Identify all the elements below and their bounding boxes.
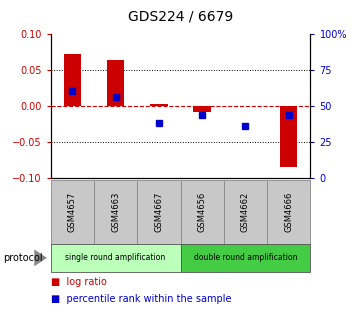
Polygon shape xyxy=(34,249,47,266)
Bar xyxy=(64,54,81,106)
Text: double round amplification: double round amplification xyxy=(194,253,297,262)
Text: GSM4667: GSM4667 xyxy=(155,192,163,232)
Text: GSM4663: GSM4663 xyxy=(111,192,120,232)
Text: protocol: protocol xyxy=(4,253,43,263)
Text: GSM4657: GSM4657 xyxy=(68,192,77,232)
Text: ■  percentile rank within the sample: ■ percentile rank within the sample xyxy=(51,294,231,304)
Bar xyxy=(280,106,297,167)
Text: GSM4662: GSM4662 xyxy=(241,192,250,232)
Text: ■  log ratio: ■ log ratio xyxy=(51,277,106,287)
Text: GSM4666: GSM4666 xyxy=(284,192,293,232)
Bar xyxy=(150,104,168,106)
Bar xyxy=(193,106,211,112)
Text: GSM4656: GSM4656 xyxy=(198,192,206,232)
Text: single round amplification: single round amplification xyxy=(65,253,166,262)
Bar xyxy=(107,59,124,106)
Text: GDS224 / 6679: GDS224 / 6679 xyxy=(128,9,233,24)
